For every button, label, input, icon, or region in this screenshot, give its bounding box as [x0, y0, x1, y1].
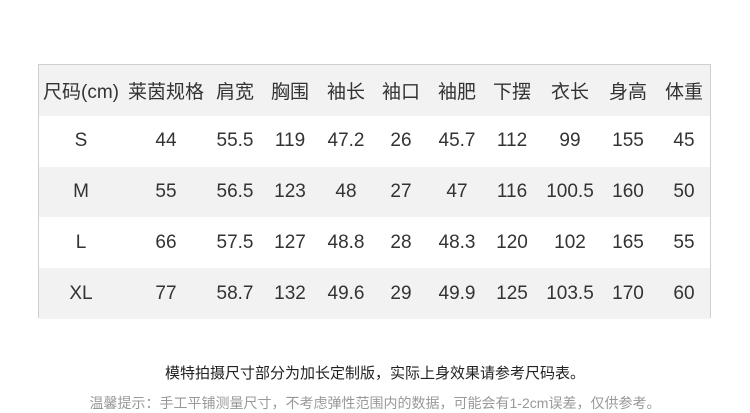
- column-header: 袖肥: [437, 81, 477, 103]
- column-header: 体重: [664, 81, 704, 103]
- table-cell: 60: [673, 282, 695, 304]
- table-cell: 45: [673, 130, 695, 152]
- column-header: 衣长: [550, 81, 590, 103]
- table-cell: 160: [612, 180, 644, 202]
- model-size-note: 模特拍摄尺寸部分为加长定制版，实际上身效果请参考尺码表。: [164, 365, 585, 382]
- table-cell: 57.5: [216, 231, 254, 253]
- table-cell: 125: [496, 282, 528, 304]
- table-cell: 29: [390, 282, 412, 304]
- table-cell: 112: [496, 130, 528, 152]
- table-cell: 165: [612, 231, 644, 253]
- table-cell: 102: [554, 231, 586, 253]
- table-row: XL 77 58.7 132 49.6 29 49.9 125 103.5 170 60: [39, 268, 710, 319]
- table-cell: 49.6: [327, 282, 365, 304]
- table-cell: XL: [69, 282, 93, 304]
- table-cell: 170: [612, 282, 644, 304]
- column-header: 尺码(cm): [43, 81, 119, 103]
- table-cell: 48.3: [438, 231, 476, 253]
- table-cell: 132: [274, 282, 306, 304]
- table-cell: L: [75, 231, 87, 253]
- column-header: 莱茵规格: [127, 81, 205, 103]
- table-cell: 45.7: [438, 130, 476, 152]
- table-cell: 127: [274, 231, 306, 253]
- table-row: S 44 55.5 119 47.2 26 45.7 112 99 155 45: [39, 116, 710, 167]
- table-cell: M: [73, 180, 89, 202]
- header-row: 尺码(cm) 莱茵规格 肩宽 胸围 袖长 袖口 袖肥 下摆 衣长 身高 体重: [39, 65, 710, 116]
- column-header: 肩宽: [215, 81, 255, 103]
- table-cell: 103.5: [546, 282, 594, 304]
- table-cell: 66: [155, 231, 177, 253]
- table-cell: 48.8: [327, 231, 365, 253]
- table-cell: 48: [335, 180, 357, 202]
- table-cell: 116: [496, 180, 528, 202]
- table-cell: 100.5: [546, 180, 594, 202]
- table-cell: 119: [274, 130, 306, 152]
- table-cell: S: [74, 130, 88, 152]
- table-cell: 55.5: [216, 130, 254, 152]
- table-cell: 58.7: [216, 282, 254, 304]
- table-row: M 55 56.5 123 48 27 47 116 100.5 160 50: [39, 166, 710, 218]
- table-cell: 44: [155, 130, 177, 152]
- table-cell: 123: [274, 180, 306, 202]
- table-cell: 155: [612, 130, 644, 152]
- measurement-hint: 温馨提示：手工平铺测量尺寸，不考虑弹性范围内的数据，可能会有1-2cm误差，仅供…: [89, 395, 661, 411]
- column-header: 袖口: [381, 81, 421, 103]
- table-cell: 27: [390, 180, 412, 202]
- table-cell: 49.9: [438, 282, 476, 304]
- table-cell: 99: [559, 130, 581, 152]
- table-cell: 77: [155, 282, 177, 304]
- table-cell: 47.2: [327, 130, 365, 152]
- column-header: 下摆: [492, 81, 532, 103]
- table-cell: 55: [155, 180, 177, 202]
- table-cell: 26: [390, 130, 412, 152]
- column-header: 胸围: [270, 81, 310, 103]
- table-cell: 55: [673, 231, 695, 253]
- size-chart-table: 尺码(cm) 莱茵规格 肩宽 胸围 袖长 袖口 袖肥 下摆 衣长 身高 体重 S 44 55.5 119 47…: [38, 64, 711, 319]
- table-cell: 56.5: [216, 180, 254, 202]
- table-cell: 120: [496, 231, 528, 253]
- table-row: L 66 57.5 127 48.8 28 48.3 120 102 165 55: [39, 217, 710, 268]
- column-header: 袖长: [326, 81, 366, 103]
- table-cell: 28: [390, 231, 412, 253]
- column-header: 身高: [608, 81, 648, 103]
- table-cell: 50: [673, 180, 695, 202]
- table-cell: 47: [446, 180, 468, 202]
